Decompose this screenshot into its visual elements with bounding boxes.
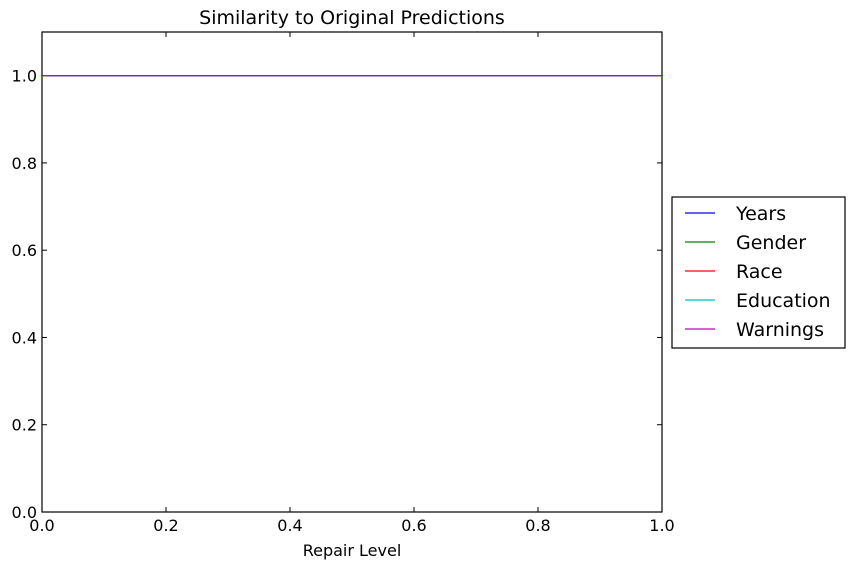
y-tick-label: 0.2 bbox=[12, 416, 37, 435]
x-tick-label: 1.0 bbox=[649, 516, 674, 535]
y-tick-label: 0.6 bbox=[12, 241, 37, 260]
y-tick-label: 0.0 bbox=[12, 503, 37, 522]
x-tick-label: 0.0 bbox=[29, 516, 54, 535]
legend-label: Warnings bbox=[736, 319, 824, 341]
y-tick-label: 1.0 bbox=[12, 67, 37, 86]
chart-title: Similarity to Original Predictions bbox=[199, 7, 505, 29]
legend-label: Education bbox=[736, 290, 831, 312]
legend-label: Race bbox=[736, 261, 783, 283]
x-tick-label: 0.6 bbox=[401, 516, 426, 535]
y-axis: 0.0 0.2 0.4 0.6 0.8 1.0 bbox=[12, 67, 662, 522]
x-tick-label: 0.8 bbox=[525, 516, 550, 535]
x-axis: 0.0 0.2 0.4 0.6 0.8 1.0 bbox=[29, 32, 675, 535]
plot-frame bbox=[41, 31, 663, 513]
x-tick-label: 0.2 bbox=[153, 516, 178, 535]
legend-box bbox=[671, 196, 846, 349]
legend: Years Gender Race Education Warnings bbox=[671, 196, 846, 349]
legend-label: Years bbox=[735, 203, 786, 225]
y-tick-label: 0.8 bbox=[12, 154, 37, 173]
y-tick-label: 0.4 bbox=[12, 328, 37, 347]
plot-area bbox=[41, 31, 663, 513]
x-tick-label: 0.4 bbox=[277, 516, 302, 535]
x-axis-label: Repair Level bbox=[303, 541, 402, 560]
legend-label: Gender bbox=[736, 232, 806, 254]
